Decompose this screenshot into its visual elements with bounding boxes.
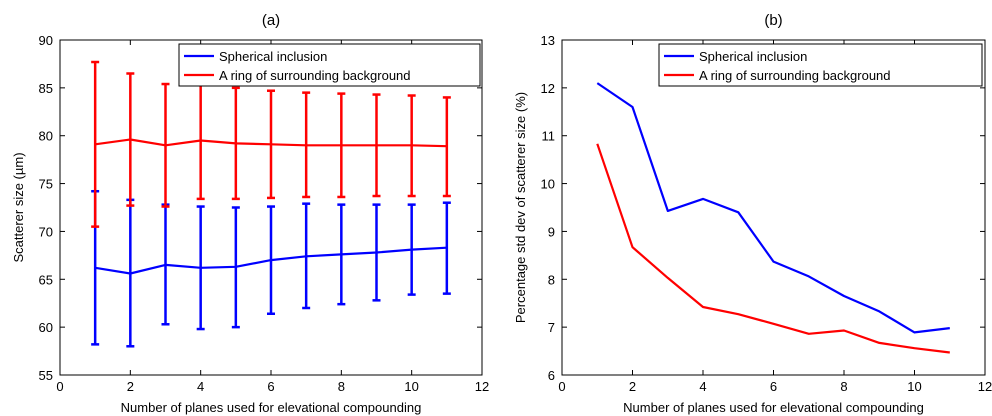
series-line xyxy=(596,143,950,354)
legend: Spherical inclusion A ring of surrounding… xyxy=(178,43,481,87)
y-tick-label: 85 xyxy=(39,81,53,96)
x-tick-label: 10 xyxy=(404,379,418,394)
x-tick-label: 2 xyxy=(629,379,636,394)
y-tick-label: 9 xyxy=(548,224,555,239)
y-tick-label: 90 xyxy=(39,33,53,48)
x-tick-label: 8 xyxy=(840,379,847,394)
x-axis-label: Number of planes used for elevational co… xyxy=(623,400,924,415)
series-spherical-inclusion xyxy=(91,189,451,348)
legend-label: A ring of surrounding background xyxy=(699,68,891,83)
legend-box xyxy=(178,43,481,87)
x-tick-label: 4 xyxy=(197,379,204,394)
y-tick-label: 12 xyxy=(541,81,555,96)
series-line xyxy=(596,82,950,334)
y-tick-label: 6 xyxy=(548,368,555,383)
x-tick-label: 4 xyxy=(699,379,706,394)
panel-label: (b) xyxy=(764,12,782,29)
y-tick-label: 55 xyxy=(39,368,53,383)
y-tick-label: 10 xyxy=(541,177,555,192)
series-surrounding-background xyxy=(91,60,451,228)
y-tick-label: 11 xyxy=(542,129,556,144)
series-spherical-inclusion xyxy=(596,82,950,334)
x-tick-label: 2 xyxy=(127,379,134,394)
x-tick-label: 6 xyxy=(770,379,777,394)
x-tick-label: 8 xyxy=(338,379,345,394)
y-tick-label: 8 xyxy=(548,272,555,287)
panel-b: 0 2 4 6 8 10 12 6 7 8 9 10 11 12 13 (b) Number of planes… xyxy=(513,12,992,415)
x-tick-label: 0 xyxy=(558,379,565,394)
y-axis-label: Percentage std dev of scatterer size (%) xyxy=(513,92,528,323)
legend-box xyxy=(658,43,983,87)
y-tick-label: 13 xyxy=(541,33,555,48)
x-tick-label: 0 xyxy=(56,379,63,394)
y-tick-label: 60 xyxy=(39,320,53,335)
y-tick-label: 80 xyxy=(39,129,53,144)
legend-label: A ring of surrounding background xyxy=(219,68,411,83)
x-tick-label: 12 xyxy=(475,379,489,394)
y-tick-label: 65 xyxy=(39,272,53,287)
legend-label: Spherical inclusion xyxy=(219,49,327,64)
y-tick-label: 70 xyxy=(39,224,53,239)
x-tick-label: 10 xyxy=(907,379,921,394)
series-line xyxy=(95,246,447,275)
legend-label: Spherical inclusion xyxy=(699,49,807,64)
y-axis-label: Scatterer size (µm) xyxy=(11,152,26,262)
panel-label: (a) xyxy=(262,12,280,29)
x-tick-label: 12 xyxy=(978,379,992,394)
y-tick-label: 7 xyxy=(548,320,555,335)
y-tick-label: 75 xyxy=(39,177,53,192)
panel-a: 0 2 4 6 8 10 12 55 60 65 70 75 80 85 90 (a) Number of pl… xyxy=(11,12,489,415)
series-line xyxy=(95,138,447,148)
legend: Spherical inclusion A ring of surrounding… xyxy=(658,43,983,87)
series-surrounding-background xyxy=(596,143,950,354)
x-axis-label: Number of planes used for elevational co… xyxy=(121,400,422,415)
x-tick-label: 6 xyxy=(267,379,274,394)
